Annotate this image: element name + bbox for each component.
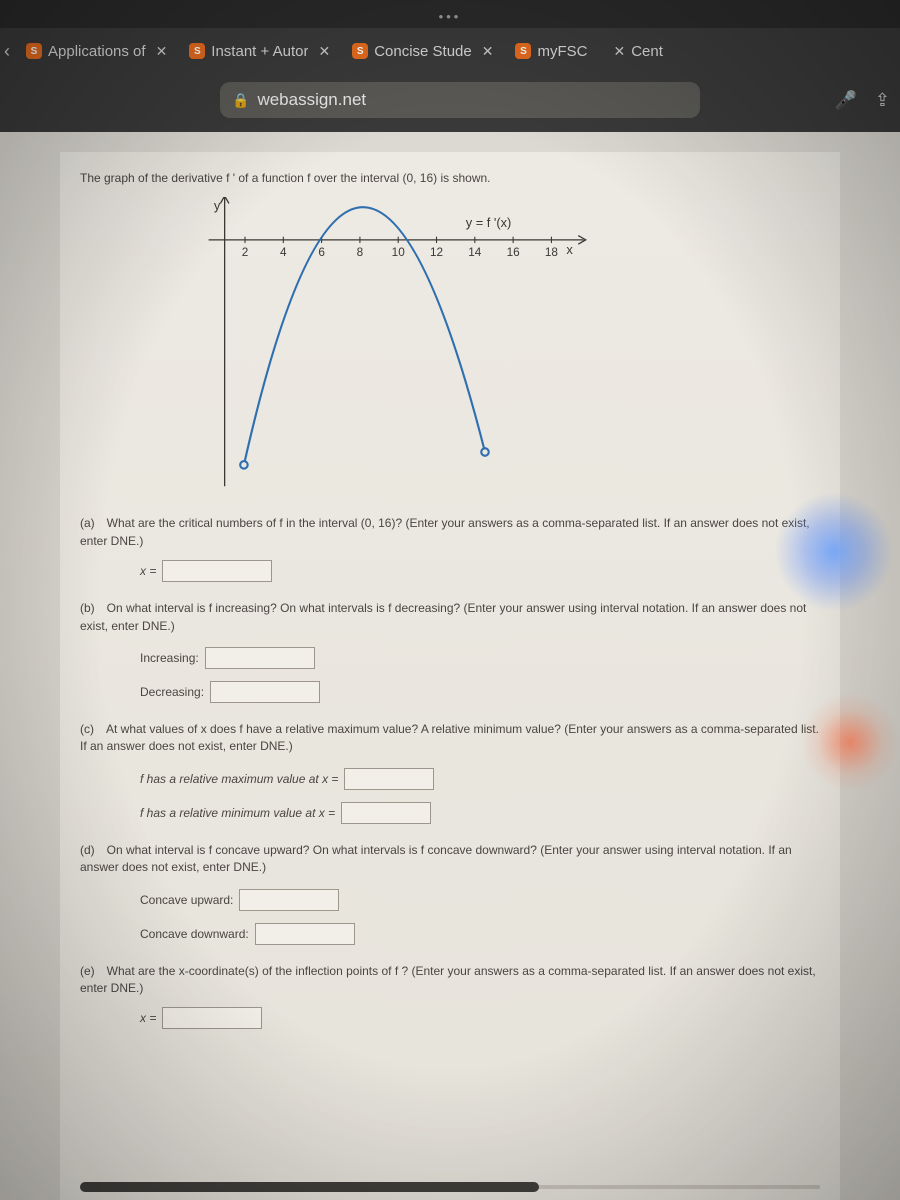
derivative-graph: 2 4 6 8 10 12 14 16 18 y x y = f '(x) [130,197,630,497]
favicon-icon: S [515,43,531,59]
tab-label: Applications of [48,43,146,60]
qd-up-label: Concave upward: [140,893,233,907]
question-a-text: (a) What are the critical numbers of f i… [80,515,820,550]
close-icon[interactable]: ✕ [609,43,625,60]
status-bar: ••• [0,0,900,28]
url-bar[interactable]: 🔒 webassign.net [220,82,700,118]
favicon-icon: S [26,43,42,59]
tab-instant[interactable]: S Instant + Autor ✕ [179,37,340,66]
qa-label: x = [140,564,156,578]
curve-label: y = f '(x) [466,215,512,230]
tab-concise[interactable]: S Concise Stude ✕ [342,37,503,66]
qc-max-label: f has a relative maximum value at x = [140,772,338,786]
close-icon[interactable]: ✕ [478,43,494,60]
svg-text:18: 18 [545,246,559,259]
tab-applications[interactable]: S Applications of ✕ [16,37,177,66]
question-c-text: (c) At what values of x does f have a re… [80,721,820,756]
svg-text:16: 16 [507,246,521,259]
question-e-text: (e) What are the x-coordinate(s) of the … [80,963,820,998]
qa-input[interactable] [162,560,272,582]
qc-min-label: f has a relative minimum value at x = [140,806,335,820]
question-a: (a) What are the critical numbers of f i… [80,515,820,582]
question-b-text: (b) On what interval is f increasing? On… [80,600,820,635]
url-actions: 🎤 ⇪ [834,90,890,111]
horizontal-scrollbar[interactable] [80,1182,820,1192]
tab-cent[interactable]: ✕ Cent [599,37,672,66]
share-icon[interactable]: ⇪ [875,90,890,111]
close-icon[interactable]: ✕ [152,43,168,60]
question-c: (c) At what values of x does f have a re… [80,721,820,824]
svg-text:6: 6 [318,246,325,259]
lock-icon: 🔒 [232,92,249,109]
x-axis-label: x [566,242,573,257]
tab-myfsc[interactable]: S myFSC [505,37,597,66]
svg-text:14: 14 [468,246,482,259]
tab-label: Concise Stude [374,43,472,60]
more-icon: ••• [439,9,462,24]
tab-label: Instant + Autor [211,43,308,60]
qc-min-input[interactable] [341,802,431,824]
qe-label: x = [140,1011,156,1025]
svg-text:2: 2 [242,246,249,259]
question-d: (d) On what interval is f concave upward… [80,842,820,945]
tab-strip: ‹ S Applications of ✕ S Instant + Autor … [0,28,900,74]
content-stage: The graph of the derivative f ' of a fun… [0,132,900,1200]
tab-label: myFSC [537,43,587,60]
qb-increasing-input[interactable] [205,647,315,669]
svg-text:4: 4 [280,246,287,259]
prompt-text: The graph of the derivative f ' of a fun… [80,170,820,187]
svg-text:12: 12 [430,246,443,259]
chevron-left-icon[interactable]: ‹ [4,41,14,62]
url-bar-row: 🔒 webassign.net 🎤 ⇪ [0,74,900,126]
svg-text:8: 8 [357,246,364,259]
mic-icon[interactable]: 🎤 [834,90,856,111]
url-text: webassign.net [257,90,366,110]
svg-text:10: 10 [392,246,406,259]
qb-increasing-label: Increasing: [140,651,199,665]
question-d-text: (d) On what interval is f concave upward… [80,842,820,877]
assignment-page: The graph of the derivative f ' of a fun… [60,152,840,1200]
qe-input[interactable] [162,1007,262,1029]
y-axis-label: y [214,198,221,213]
question-b: (b) On what interval is f increasing? On… [80,600,820,703]
qd-up-input[interactable] [239,889,339,911]
qb-decreasing-input[interactable] [210,681,320,703]
tab-label: Cent [631,43,663,60]
qd-down-input[interactable] [255,923,355,945]
favicon-icon: S [352,43,368,59]
question-e: (e) What are the x-coordinate(s) of the … [80,963,820,1030]
qb-decreasing-label: Decreasing: [140,685,204,699]
qd-down-label: Concave downward: [140,927,249,941]
close-icon[interactable]: ✕ [314,43,330,60]
favicon-icon: S [189,43,205,59]
qc-max-input[interactable] [344,768,434,790]
